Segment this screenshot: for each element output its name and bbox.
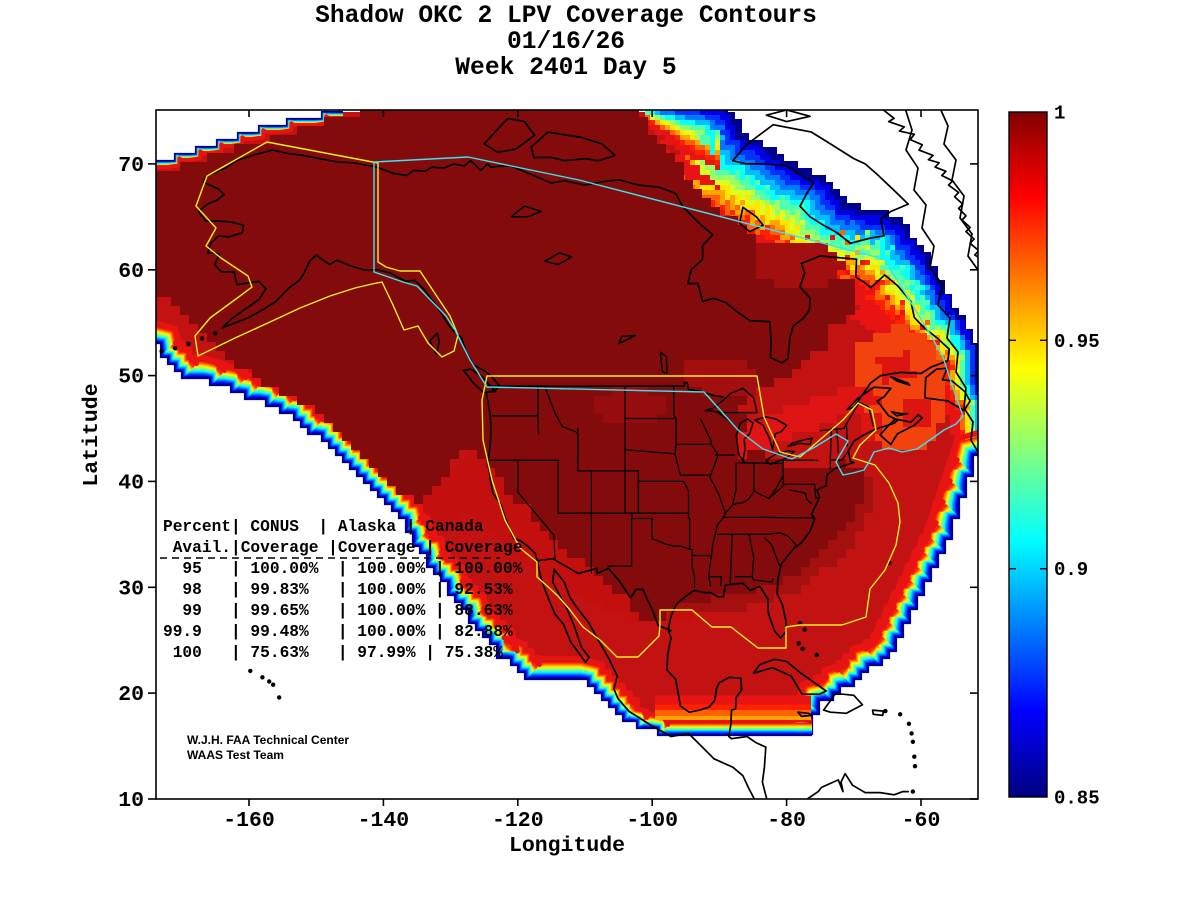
svg-text:01/16/26: 01/16/26 <box>507 29 625 56</box>
svg-text:WAAS Test Team: WAAS Test Team <box>187 748 284 762</box>
svg-text:-60: -60 <box>902 809 941 833</box>
svg-text:50: 50 <box>118 366 144 390</box>
svg-text:-120: -120 <box>492 809 544 833</box>
svg-text:98 | 99.83% | 100.00% | 92: 98 | 99.83% | 100.00% | 92.53% <box>163 581 513 599</box>
svg-text:Shadow OKC 2 LPV Coverage Cont: Shadow OKC 2 LPV Coverage Contours <box>315 3 817 30</box>
svg-text:1: 1 <box>1054 103 1065 125</box>
svg-text:99 | 99.65% | 100.00% | 88: 99 | 99.65% | 100.00% | 88.63% <box>163 602 513 620</box>
svg-text:30: 30 <box>118 577 144 601</box>
svg-text:0.9: 0.9 <box>1054 559 1088 581</box>
svg-text:100 | 75.63% | 97.99% | 75: 100 | 75.63% | 97.99% | 75.38% <box>163 644 503 662</box>
svg-text:99.9 | 99.48% | 100.00% |: 99.9 | 99.48% | 100.00% | 82.88% <box>163 623 513 641</box>
svg-text:Longitude: Longitude <box>509 834 625 858</box>
svg-text:20: 20 <box>118 683 144 707</box>
svg-text:-160: -160 <box>223 809 275 833</box>
svg-text:-100: -100 <box>626 809 678 833</box>
svg-text:Week 2401 Day 5: Week 2401 Day 5 <box>455 55 676 82</box>
svg-text:60: 60 <box>118 260 144 284</box>
svg-text:40: 40 <box>118 471 144 495</box>
svg-text:Latitude: Latitude <box>80 383 104 486</box>
svg-text:70: 70 <box>118 154 144 178</box>
svg-text:-140: -140 <box>358 809 410 833</box>
svg-text:0.85: 0.85 <box>1054 788 1100 810</box>
svg-text:10: 10 <box>118 789 144 813</box>
svg-text:-80: -80 <box>767 809 806 833</box>
svg-text:95 | 100.00% | 100.00% | 10: 95 | 100.00% | 100.00% | 100.00% <box>163 560 523 578</box>
svg-text:Avail.|Coverage |Coverage | Co: Avail.|Coverage |Coverage | Coverage <box>163 539 522 557</box>
svg-text:W.J.H. FAA Technical Center: W.J.H. FAA Technical Center <box>187 733 349 747</box>
svg-text:Percent| CONUS | Alaska | Can: Percent| CONUS | Alaska | Canada <box>163 518 484 536</box>
svg-text:0.95: 0.95 <box>1054 331 1100 353</box>
